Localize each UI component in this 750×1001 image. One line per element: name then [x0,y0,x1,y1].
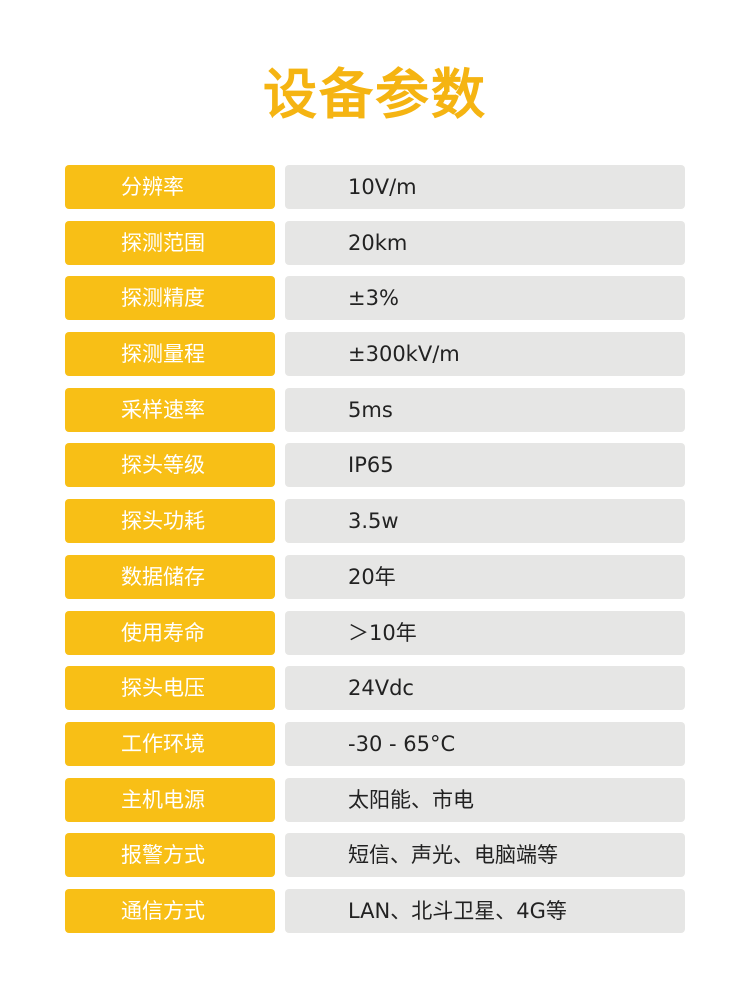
param-value: 5ms [285,387,685,432]
param-value: 短信、声光、电脑端等 [285,833,685,878]
param-row: 报警方式 短信、声光、电脑端等 [65,833,685,878]
param-label: 通信方式 [65,888,275,933]
param-value: ±300kV/m [285,332,685,377]
param-value: 10V/m [285,165,685,209]
param-row: 通信方式 LAN、北斗卫星、4G等 [65,888,685,933]
param-label: 探测精度 [65,276,275,321]
param-label: 工作环境 [65,721,275,766]
param-value: -30 - 65°C [285,721,685,766]
param-value: 20km [285,220,685,265]
param-row: 使用寿命 ＞10年 [65,610,685,655]
param-label: 数据储存 [65,554,275,599]
param-label: 探测量程 [65,332,275,377]
param-value: 3.5w [285,499,685,544]
param-label: 分辨率 [65,165,275,209]
param-value: 24Vdc [285,666,685,711]
param-label: 探头等级 [65,443,275,488]
param-row: 分辨率 10V/m [65,165,685,209]
param-value: ＞10年 [285,610,685,655]
param-row: 探测范围 20km [65,220,685,265]
parameter-table: 分辨率 10V/m 探测范围 20km 探测精度 ±3% 探测量程 ±300kV/m 采样速率 5… [65,165,685,945]
param-label: 使用寿命 [65,610,275,655]
param-row: 探头电压 24Vdc [65,666,685,711]
param-label: 主机电源 [65,777,275,822]
param-row: 探测精度 ±3% [65,276,685,321]
param-value: ±3% [285,276,685,321]
param-row: 探头功耗 3.5w [65,499,685,544]
param-value: IP65 [285,443,685,488]
param-row: 数据储存 20年 [65,554,685,599]
param-row: 主机电源 太阳能、市电 [65,777,685,822]
param-row: 采样速率 5ms [65,387,685,432]
param-label: 探测范围 [65,220,275,265]
param-value: 太阳能、市电 [285,777,685,822]
param-label: 探头电压 [65,666,275,711]
page-title: 设备参数 [263,63,487,126]
param-value: LAN、北斗卫星、4G等 [285,888,685,933]
param-label: 探头功耗 [65,499,275,544]
param-row: 探头等级 IP65 [65,443,685,488]
param-row: 探测量程 ±300kV/m [65,332,685,377]
param-row: 工作环境 -30 - 65°C [65,721,685,766]
param-value: 20年 [285,554,685,599]
param-label: 采样速率 [65,387,275,432]
param-label: 报警方式 [65,833,275,878]
